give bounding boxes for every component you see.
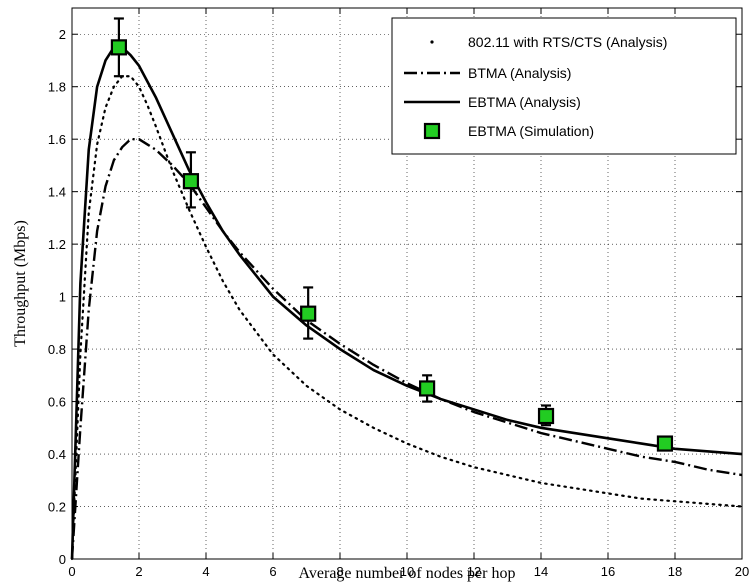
- legend-swatch: [430, 40, 434, 44]
- x-tick-label: 20: [735, 564, 749, 579]
- y-tick-label: 0.4: [48, 447, 66, 462]
- x-tick-label: 18: [668, 564, 682, 579]
- y-tick-label: 0.8: [48, 342, 66, 357]
- series-layer: [70, 17, 744, 561]
- y-axis-label: Throughput (Mbps): [12, 220, 29, 347]
- x-tick-label: 14: [534, 564, 548, 579]
- legend-box: [391, 17, 737, 155]
- simulation-marker: [419, 380, 436, 397]
- axis-ticks: 0 2 4 6 8 10 12 14 16 18 20 0 0.2 0.4 0.6 0.8 1 1.2 1.4 1.6…: [48, 8, 749, 579]
- simulation-marker: [537, 407, 555, 425]
- y-tick-label: 0: [59, 552, 66, 567]
- legend-label: 802.11 with RTS/CTS (Analysis): [468, 34, 667, 50]
- legend-item: EBTMA (Simulation): [423, 122, 594, 140]
- legend-label: EBTMA (Analysis): [468, 94, 581, 110]
- legend-item: 802.11 with RTS/CTS (Analysis): [430, 34, 667, 50]
- y-tick-label: 1.6: [48, 132, 66, 147]
- simulation-marker: [110, 39, 128, 56]
- y-tick-label: 2: [59, 27, 66, 42]
- series-line-0: [70, 75, 744, 561]
- x-tick-label: 8: [336, 564, 343, 579]
- series-ebtma-simulation: [110, 17, 674, 452]
- x-tick-label: 2: [135, 564, 142, 579]
- y-tick-label: 0.6: [48, 395, 66, 410]
- x-axis-label: Average number of nodes per hop: [299, 565, 516, 582]
- y-tick-label: 1: [59, 290, 66, 305]
- x-tick-label: 10: [400, 564, 414, 579]
- x-tick-label: 6: [269, 564, 276, 579]
- x-tick-label: 16: [601, 564, 615, 579]
- x-tick-label: 0: [68, 564, 75, 579]
- y-tick-label: 1.8: [48, 80, 66, 95]
- y-tick-label: 1.2: [48, 237, 66, 252]
- simulation-marker: [182, 173, 200, 190]
- y-tick-label: 0.2: [48, 500, 66, 515]
- legend-item: EBTMA (Analysis): [404, 94, 581, 110]
- simulation-marker: [656, 435, 674, 452]
- legend-label: BTMA (Analysis): [468, 65, 571, 81]
- x-tick-label: 4: [202, 564, 209, 579]
- x-tick-label: 12: [467, 564, 481, 579]
- legend: 802.11 with RTS/CTS (Analysis) BTMA (Anal…: [391, 17, 737, 155]
- simulation-marker: [300, 305, 317, 322]
- legend-label: EBTMA (Simulation): [468, 123, 594, 139]
- legend-item: BTMA (Analysis): [404, 65, 571, 81]
- legend-swatch: [423, 122, 441, 140]
- y-tick-label: 1.4: [48, 185, 66, 200]
- series-line-1: [70, 137, 743, 560]
